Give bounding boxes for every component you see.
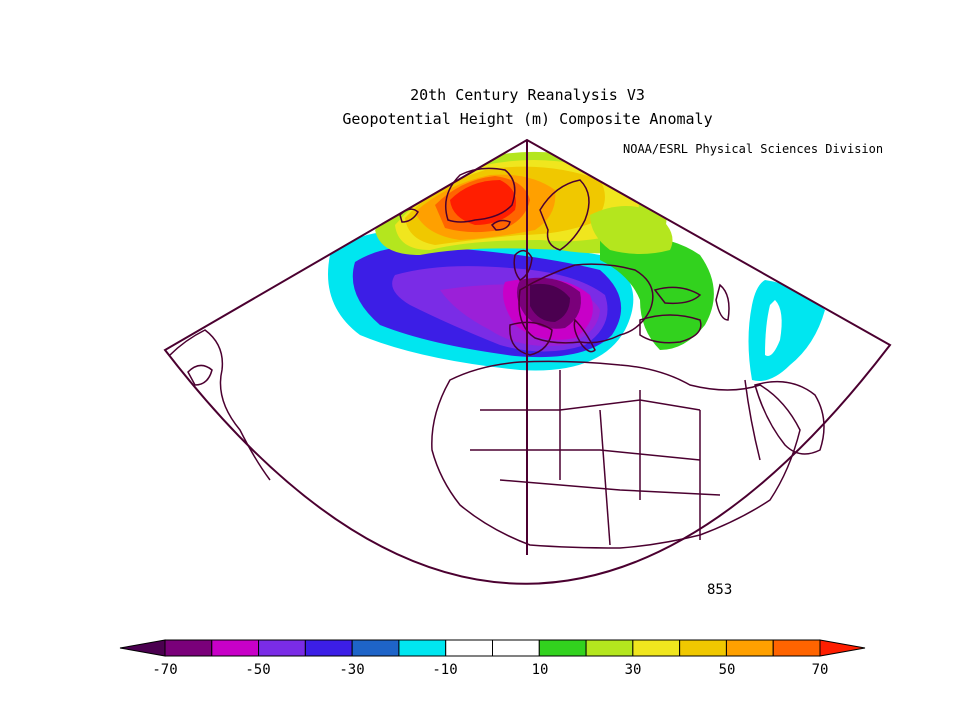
plot-id-label: 853 — [707, 582, 733, 598]
colorbar-swatch — [585, 639, 634, 657]
colorbar-swatch — [258, 639, 306, 657]
negative-anomaly-middle-east — [748, 280, 825, 381]
colorbar-swatch — [351, 639, 400, 657]
map-subtitle: Geopotential Height (m) Composite Anomal… — [342, 110, 713, 128]
colorbar-tick-label: 70 — [812, 662, 829, 678]
colorbar-swatch — [772, 639, 821, 657]
map-title: 20th Century Reanalysis V3 — [410, 86, 645, 104]
colorbar: -70 -50 -30 -10 10 30 50 70 — [119, 639, 866, 678]
colorbar-swatch — [538, 639, 587, 657]
colorbar-swatch — [164, 639, 213, 657]
colorbar-swatch — [445, 639, 494, 657]
negative-anomaly-europe — [328, 230, 634, 371]
colorbar-tick-label: -70 — [152, 662, 177, 678]
colorbar-swatch — [725, 639, 774, 657]
colorbar-tick-label: -50 — [245, 662, 270, 678]
credit-label: NOAA/ESRL Physical Sciences Division — [623, 142, 884, 156]
colorbar-swatch — [304, 639, 353, 657]
coastlines — [169, 167, 825, 549]
colorbar-tick-label: 50 — [719, 662, 736, 678]
map-frame — [163, 138, 892, 585]
colorbar-swatch — [632, 639, 681, 657]
colorbar-tick-label: 30 — [625, 662, 642, 678]
colorbar-tick-label: -30 — [339, 662, 364, 678]
colorbar-arrow-left — [119, 639, 166, 657]
colorbar-tick-label: 10 — [532, 662, 549, 678]
colorbar-swatch — [211, 639, 260, 657]
colorbar-swatch — [679, 639, 727, 657]
colorbar-tick-label: -10 — [432, 662, 457, 678]
colorbar-swatch — [398, 639, 447, 657]
colorbar-swatch — [492, 639, 540, 657]
colorbar-arrow-right — [819, 639, 866, 657]
